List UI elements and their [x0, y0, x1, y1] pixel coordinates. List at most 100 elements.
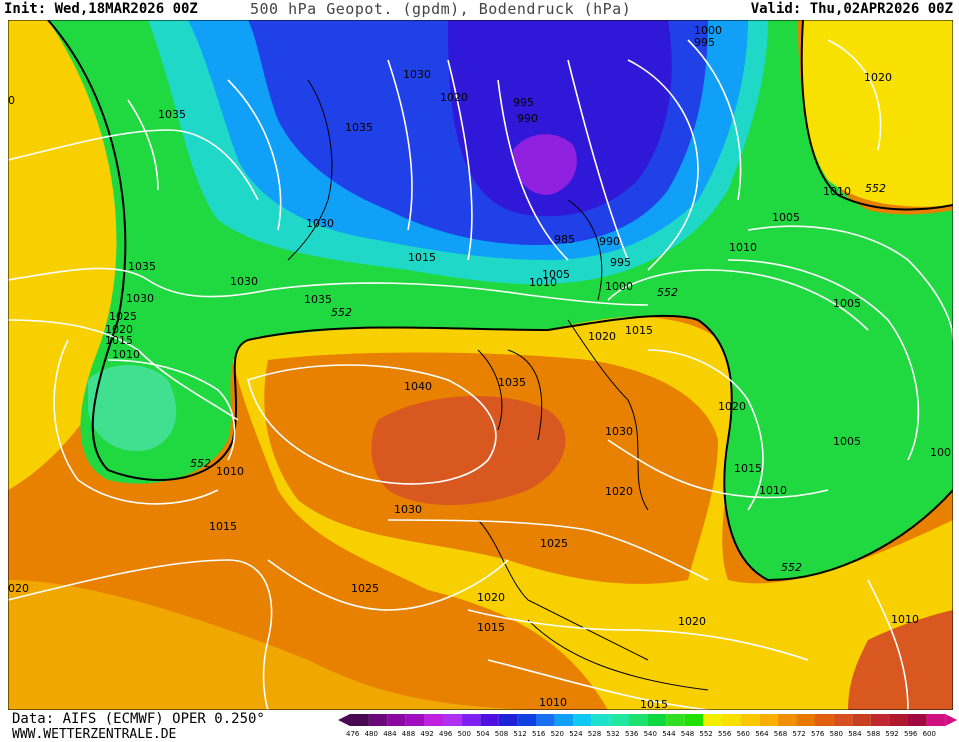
legend-swatch	[833, 714, 853, 726]
legend-label: 536	[625, 730, 639, 738]
isobar-label: 1010	[216, 465, 244, 478]
isobar-label: 1030	[306, 217, 334, 230]
isobar-label: 100	[930, 446, 951, 459]
isobar-label: 1035	[498, 376, 526, 389]
legend-label: 520	[551, 730, 564, 738]
isobar-label: 1025	[351, 582, 379, 595]
data-source: Data: AIFS (ECMWF) OPER 0.250°	[12, 711, 265, 727]
color-legend: 476 480 484 488 492 496 500 504 508 512 516 520 524 5…	[338, 714, 958, 738]
isobar-label: 1010	[539, 696, 567, 709]
legend-label: 592	[885, 730, 898, 738]
isobar-label: 020	[8, 582, 29, 595]
isobar-label: 1020	[105, 323, 133, 336]
legend-label: 580	[830, 730, 843, 738]
legend-label: 496	[439, 730, 453, 738]
isobar-label: 1010	[112, 348, 140, 361]
isobar-label: 1015	[640, 698, 668, 710]
legend-label: 560	[737, 730, 750, 738]
legend-swatch	[554, 714, 574, 726]
legend-swatch	[870, 714, 890, 726]
isobar-label: 1020	[605, 485, 633, 498]
legend-swatch	[573, 714, 592, 726]
isobar-label: 1030	[394, 503, 422, 516]
legend-label: 476	[346, 730, 360, 738]
isobar-label: 1015	[734, 462, 762, 475]
legend-swatch	[722, 714, 741, 726]
isobar-label: 1005	[772, 211, 800, 224]
isobar-label: 1000	[605, 280, 633, 293]
isobar-label: 1010	[759, 484, 787, 497]
isobar-label: 1020	[678, 615, 706, 628]
legend-swatch	[461, 714, 481, 726]
legend-swatch	[908, 714, 927, 726]
legend-swatch	[852, 714, 871, 726]
legend-swatch	[889, 714, 908, 726]
legend-label: 596	[904, 730, 918, 738]
chart-header: Init: Wed,18MAR2026 00Z 500 hPa Geopot. …	[0, 0, 959, 20]
init-time: Init: Wed,18MAR2026 00Z	[4, 1, 198, 17]
isobar-label: 1020	[718, 400, 746, 413]
legend-label: 492	[420, 730, 433, 738]
legend-arrow-right	[945, 714, 958, 726]
isobar-label: 1020	[588, 330, 616, 343]
isobar-label: 995	[513, 96, 534, 109]
legend-swatch	[796, 714, 815, 726]
isobar-label: 552	[331, 306, 352, 319]
isobar-label: 1015	[477, 621, 505, 634]
isobar-label: 1025	[540, 537, 568, 550]
legend-swatch	[926, 714, 946, 726]
isobar-label: 1010	[823, 185, 851, 198]
legend-label: 508	[495, 730, 508, 738]
chart-title: 500 hPa Geopot. (gpdm), Bodendruck (hPa)	[250, 0, 632, 18]
contour-552-north	[47, 20, 953, 582]
legend-label: 568	[774, 730, 787, 738]
legend-label: 512	[513, 730, 526, 738]
legend-swatch	[703, 714, 722, 726]
isobar-label: 1035	[304, 293, 332, 306]
weather-map: 1035 1030 1020 1035 1030 995 990 1000 99…	[8, 20, 953, 710]
isobars	[8, 39, 953, 710]
legend-swatch	[424, 714, 443, 726]
isobar-label: 552	[781, 561, 802, 574]
isobar-label: 1005	[833, 435, 861, 448]
isobar-label: 1010	[729, 241, 757, 254]
isobar-label: 552	[865, 182, 886, 195]
field-yellow-ne	[801, 20, 953, 207]
chart-footer: Data: AIFS (ECMWF) OPER 0.250° WWW.WETTE…	[0, 710, 959, 742]
isobar-label: 990	[599, 235, 620, 248]
isobar-label: 1020	[440, 91, 468, 104]
legend-label: 600	[923, 730, 936, 738]
isobar-label: 1000	[694, 24, 722, 37]
isobar-label: 1025	[109, 310, 137, 323]
isobar-labels: 1035 1030 1020 1035 1030 995 990 1000 99…	[8, 24, 951, 710]
isobar-label: 1030	[605, 425, 633, 438]
isobar-label: 1030	[126, 292, 154, 305]
legend-swatch	[759, 714, 778, 726]
legend-label: 556	[718, 730, 732, 738]
isobar-label: 990	[517, 112, 538, 125]
isobar-label: 1030	[230, 275, 258, 288]
isobar-label: 0	[8, 94, 15, 107]
isobar-label: 1010	[891, 613, 919, 626]
legend-label: 480	[365, 730, 378, 738]
field-darkblue-north	[448, 20, 672, 217]
legend-swatch	[610, 714, 629, 726]
legend-label: 576	[811, 730, 825, 738]
legend-swatch	[498, 714, 518, 726]
legend-swatch	[647, 714, 667, 726]
isobar-label: 1005	[833, 297, 861, 310]
legend-swatch	[684, 714, 704, 726]
legend-label: 528	[588, 730, 601, 738]
legend-label: 572	[792, 730, 805, 738]
legend-swatch	[740, 714, 760, 726]
legend-label: 484	[383, 730, 397, 738]
legend-label: 532	[606, 730, 619, 738]
isobar-label: 1035	[128, 260, 156, 273]
isobar-label: 552	[190, 457, 211, 470]
valid-time: Valid: Thu,02APR2026 00Z	[750, 1, 953, 17]
legend-swatch	[443, 714, 462, 726]
isobar-label: 1020	[477, 591, 505, 604]
isobar-label: 1030	[403, 68, 431, 81]
legend-label: 524	[569, 730, 583, 738]
isobar-label: 552	[657, 286, 678, 299]
